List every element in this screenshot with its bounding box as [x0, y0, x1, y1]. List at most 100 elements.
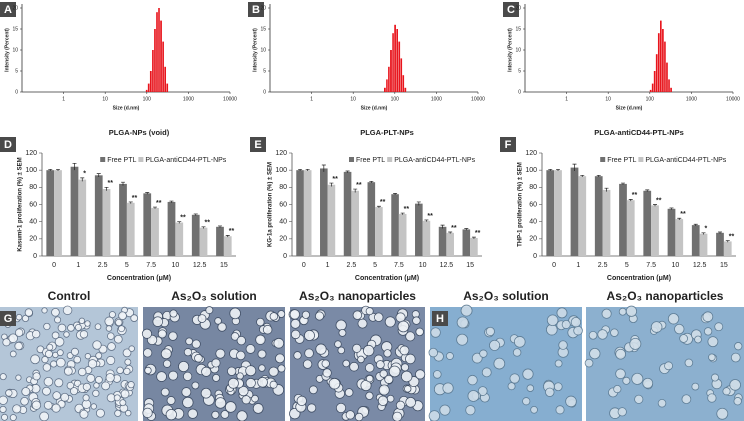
cell: [1, 413, 9, 421]
error-bar: [56, 168, 61, 172]
cell: [733, 397, 742, 406]
histogram-bar: [649, 89, 652, 92]
histogram-bar: [402, 75, 405, 92]
bar: [216, 226, 224, 256]
x-tick-label: 0: [52, 262, 56, 269]
x-axis-label: Size (d.nm): [113, 105, 140, 111]
cell: [51, 403, 61, 413]
x-tick-label: 10000: [223, 96, 237, 102]
significance-mark: **: [332, 176, 338, 183]
cell: [315, 343, 327, 355]
significance-mark: **: [380, 199, 386, 206]
bar: [94, 175, 103, 256]
cell: [62, 305, 73, 316]
y-tick-label: 5: [15, 68, 18, 74]
histogram-bar: [386, 79, 388, 92]
legend-swatch: [600, 157, 606, 162]
cell: [245, 344, 256, 354]
cell: [415, 327, 424, 337]
cell: [694, 335, 702, 344]
y-axis-label: Intensity (Percent): [252, 28, 258, 72]
legend-swatch: [349, 157, 354, 162]
cell: [481, 367, 492, 378]
bar: [554, 170, 562, 256]
cell: [21, 314, 30, 323]
cell: [352, 310, 363, 320]
cell: [617, 407, 627, 417]
cell: [360, 380, 372, 392]
x-tick-label: 10: [102, 96, 108, 102]
bar: [54, 170, 62, 256]
cell: [479, 349, 488, 358]
cell: [156, 371, 167, 382]
cell: [277, 310, 286, 318]
histogram-bar: [164, 66, 167, 92]
cell: [42, 386, 51, 396]
legend-swatch: [387, 157, 393, 162]
bar: [391, 194, 399, 256]
error-bar: [628, 199, 633, 202]
cell: [399, 345, 410, 356]
x-tick-label: 12.5: [693, 262, 707, 269]
error-bar: [353, 188, 358, 193]
error-bar: [471, 236, 476, 239]
significance-mark: **: [729, 233, 735, 240]
panel-letter: F: [505, 139, 512, 151]
cell: [610, 328, 619, 337]
cell: [304, 348, 314, 359]
cell: [116, 366, 124, 375]
cell: [107, 332, 115, 340]
bar: [46, 170, 55, 256]
error-bar: [128, 201, 133, 204]
y-tick-label: 20: [260, 5, 266, 11]
error-bar: [329, 182, 334, 187]
y-tick-label: 40: [279, 219, 287, 226]
error-bar: [448, 231, 453, 234]
error-bar: [693, 223, 698, 226]
cell: [275, 353, 285, 364]
cell: [165, 408, 177, 421]
cell: [729, 379, 741, 391]
bar: [303, 170, 312, 256]
cell: [322, 368, 332, 378]
error-bar: [369, 180, 374, 184]
cell: [392, 411, 403, 421]
bar: [667, 208, 676, 256]
histogram-bar: [149, 71, 152, 92]
cell: [115, 318, 123, 327]
error-bar: [72, 162, 77, 171]
cell: [92, 389, 100, 397]
y-tick-label: 40: [529, 219, 537, 226]
cell: [383, 349, 392, 358]
cell: [220, 410, 230, 419]
panel-letter-box: [248, 2, 264, 17]
cell: [565, 395, 577, 408]
cell: [512, 348, 522, 357]
bar: [578, 176, 587, 256]
cell: [460, 304, 473, 317]
bar: [175, 222, 184, 256]
significance-mark: **: [132, 195, 138, 202]
bar: [546, 170, 555, 256]
cell: [573, 325, 583, 336]
cell: [262, 324, 273, 335]
cell: [66, 381, 75, 390]
histogram-bar: [666, 62, 668, 92]
cell: [684, 358, 694, 368]
cell: [124, 358, 132, 366]
cell: [522, 397, 531, 406]
cell: [378, 384, 390, 396]
cell: [236, 335, 246, 346]
error-bar: [440, 224, 445, 229]
error-bar: [305, 168, 310, 172]
cell: [54, 378, 64, 388]
cell: [227, 377, 239, 389]
cell: [622, 376, 631, 385]
cell: [289, 309, 301, 320]
significance-mark: **: [356, 182, 362, 189]
cell: [194, 353, 203, 363]
cell: [211, 358, 221, 368]
cell: [230, 332, 240, 341]
